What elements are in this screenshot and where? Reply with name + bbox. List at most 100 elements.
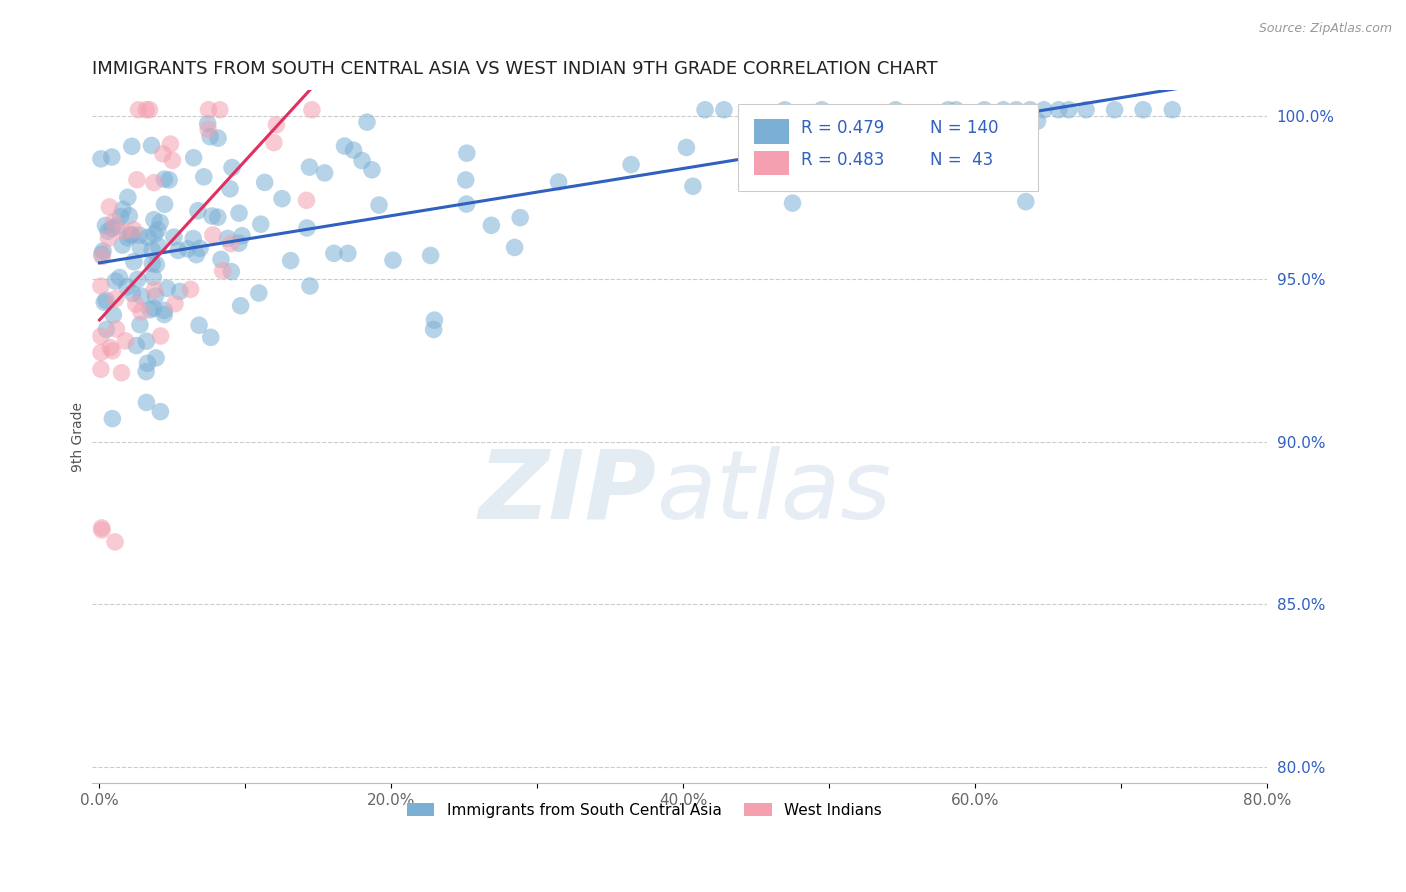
Point (142, 270, 165, 285)
Point (127, 272, 149, 286)
Point (945, 103, 967, 117)
Point (1104, 103, 1126, 117)
Point (90, 345, 112, 359)
Point (143, 227, 166, 241)
Point (271, 192, 294, 206)
Point (97, 224, 120, 238)
Point (101, 150, 124, 164)
Point (139, 302, 162, 317)
Text: Source: ZipAtlas.com: Source: ZipAtlas.com (1258, 22, 1392, 36)
Point (125, 297, 148, 311)
Point (973, 103, 995, 117)
Point (105, 219, 128, 234)
Text: ZIP: ZIP (478, 446, 657, 539)
Point (110, 366, 132, 380)
Point (128, 228, 150, 243)
Point (91, 523, 114, 537)
Point (98, 200, 121, 214)
Point (231, 228, 253, 243)
FancyBboxPatch shape (738, 104, 1038, 191)
FancyBboxPatch shape (754, 151, 789, 176)
Point (782, 196, 804, 211)
Point (884, 103, 907, 117)
Point (350, 153, 373, 168)
Point (146, 223, 169, 237)
Point (217, 231, 239, 245)
Point (1015, 194, 1038, 209)
Point (693, 103, 716, 117)
Point (208, 103, 231, 117)
Point (153, 197, 176, 211)
Point (301, 103, 323, 117)
Point (198, 129, 221, 144)
Point (219, 236, 242, 251)
Point (322, 246, 344, 260)
Point (381, 253, 404, 268)
Point (138, 103, 160, 117)
Point (145, 351, 167, 365)
Point (143, 283, 166, 297)
Point (111, 238, 134, 252)
Point (1026, 114, 1049, 128)
Point (142, 301, 165, 315)
Point (90, 247, 112, 261)
Point (1032, 103, 1054, 117)
Point (111, 202, 134, 217)
Point (249, 217, 271, 231)
Point (713, 103, 735, 117)
Point (148, 239, 170, 253)
Point (422, 322, 444, 336)
Point (1132, 103, 1154, 117)
Point (832, 145, 855, 159)
Point (295, 221, 318, 235)
Point (105, 322, 128, 336)
Point (127, 103, 149, 117)
Point (229, 299, 252, 313)
Point (200, 330, 222, 344)
Point (187, 203, 209, 218)
Point (103, 215, 125, 229)
Point (143, 176, 166, 190)
Y-axis label: 9th Grade: 9th Grade (72, 401, 86, 472)
Point (97, 231, 120, 245)
Point (620, 158, 643, 172)
Point (145, 289, 167, 303)
Point (104, 292, 127, 306)
Point (114, 334, 136, 348)
Point (149, 215, 172, 229)
Point (479, 219, 502, 233)
Point (221, 161, 243, 175)
Text: IMMIGRANTS FROM SOUTH CENTRAL ASIA VS WEST INDIAN 9TH GRADE CORRELATION CHART: IMMIGRANTS FROM SOUTH CENTRAL ASIA VS WE… (93, 60, 938, 78)
Point (547, 175, 569, 189)
Text: N = 140: N = 140 (929, 120, 998, 137)
Point (167, 244, 190, 258)
Point (263, 136, 285, 150)
Text: atlas: atlas (657, 446, 891, 539)
Point (101, 411, 124, 425)
Point (314, 166, 336, 180)
Point (94, 293, 117, 308)
Point (368, 198, 391, 212)
Point (228, 206, 250, 220)
Point (98, 341, 121, 355)
Point (180, 282, 202, 296)
Point (163, 230, 186, 244)
Point (181, 231, 204, 245)
Text: R = 0.479: R = 0.479 (800, 120, 884, 137)
Point (153, 308, 176, 322)
Point (890, 138, 912, 153)
Point (101, 221, 124, 235)
Point (135, 365, 157, 379)
Point (129, 240, 152, 254)
Point (298, 160, 321, 174)
Legend: Immigrants from South Central Asia, West Indians: Immigrants from South Central Asia, West… (401, 797, 889, 824)
Point (110, 210, 132, 224)
Point (503, 240, 526, 254)
Point (456, 146, 478, 161)
Point (91, 249, 114, 263)
Point (90, 279, 112, 293)
Point (936, 103, 959, 117)
Point (298, 279, 321, 293)
Point (1161, 103, 1184, 117)
Point (419, 248, 441, 262)
